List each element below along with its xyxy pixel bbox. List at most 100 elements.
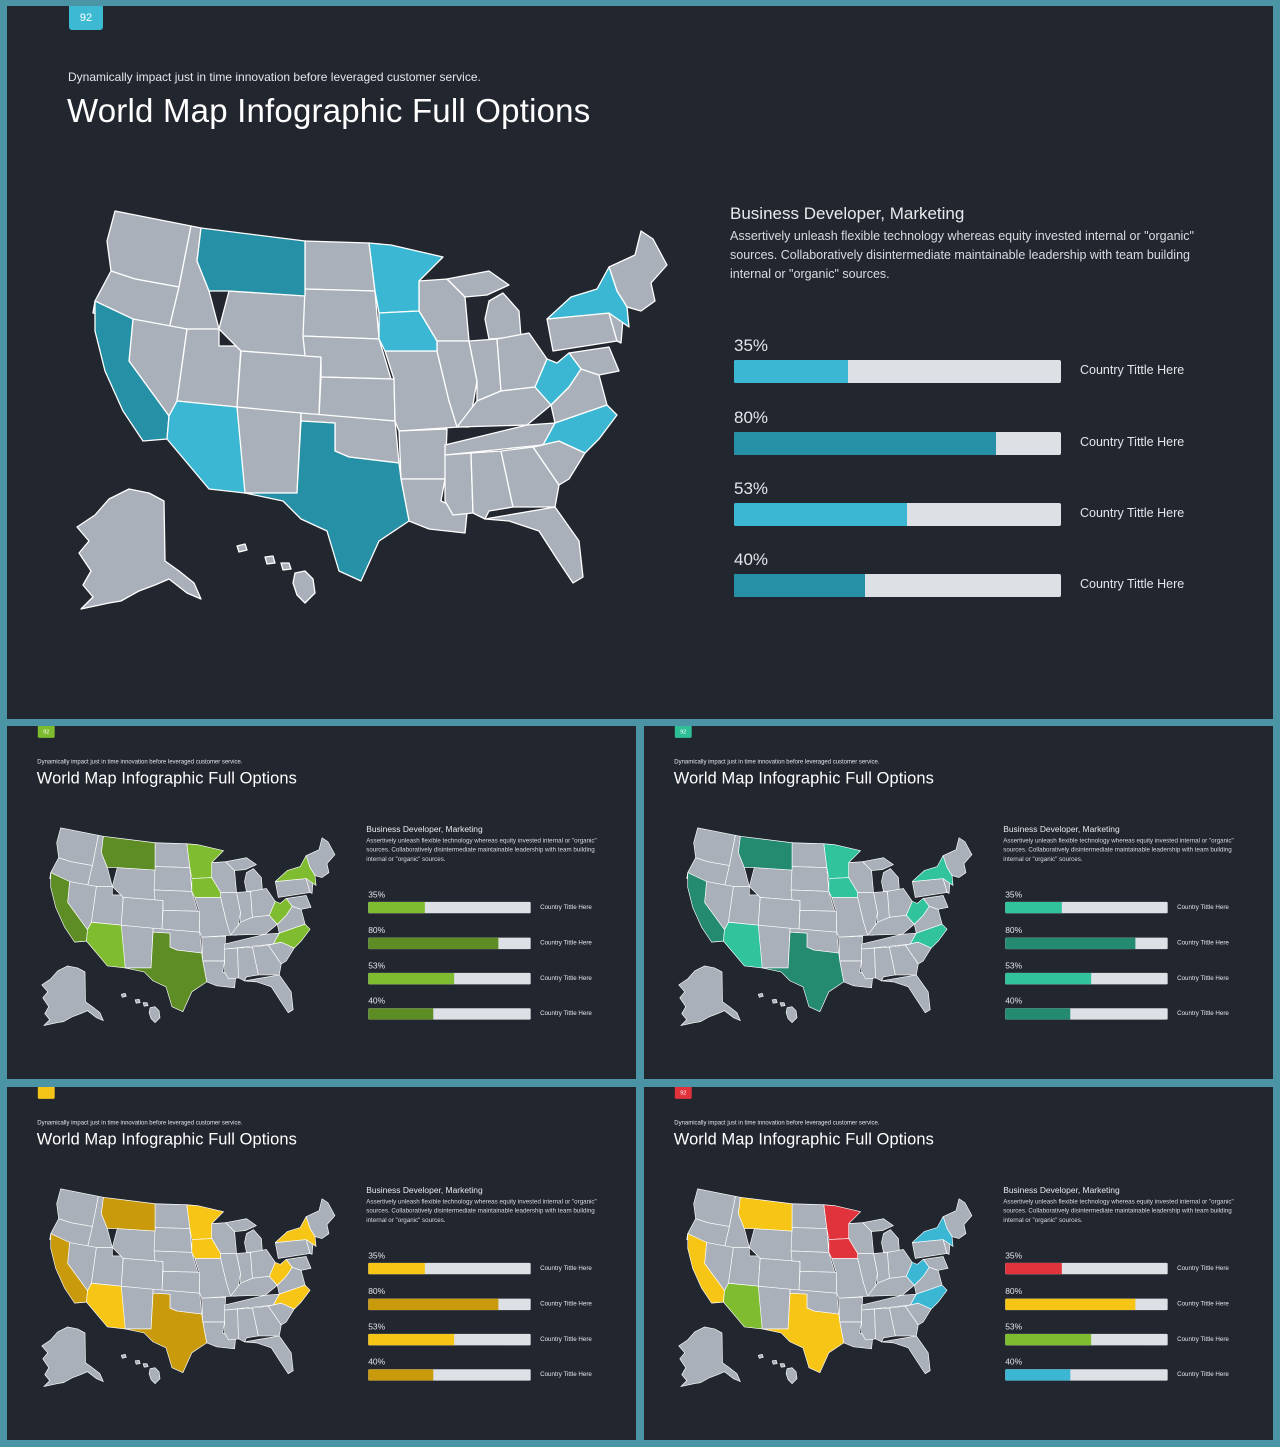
map-state-pennsylvania [911, 878, 948, 898]
map-state-texas [761, 1292, 845, 1374]
stat-row: 80% Country Tittle Here [368, 1287, 606, 1317]
stat-row: 80% Country Tittle Here [1005, 1287, 1243, 1317]
progress-track [368, 1262, 531, 1275]
slide-thumb-teal[interactable]: 92 Dynamically impact just in time innov… [644, 726, 1273, 1079]
page-number-badge: 92 [69, 6, 103, 30]
map-state-california [50, 872, 88, 943]
map-state-hawaii [120, 992, 161, 1023]
map-state-texas [124, 931, 208, 1013]
page-number-badge: 92 [37, 726, 55, 738]
progress-fill [368, 1008, 434, 1020]
map-state-new-mexico [120, 1285, 154, 1330]
usa-map [675, 823, 973, 1027]
map-state-alaska [678, 1326, 741, 1387]
map-state-kansas [318, 376, 396, 422]
map-state-north-dakota [154, 842, 191, 868]
map-state-mississippi [861, 947, 876, 980]
slide-main[interactable]: 92 Dynamically impact just in time innov… [7, 6, 1273, 719]
stat-row: 53% Country Tittle Here [734, 479, 1214, 539]
slide-content: Dynamically impact just in time innovati… [7, 1087, 636, 1440]
page-number-badge [37, 1087, 55, 1099]
info-heading: Business Developer, Marketing [366, 1185, 483, 1195]
slide-thumb-green[interactable]: 92 Dynamically impact just in time innov… [7, 726, 636, 1079]
stat-percent: 80% [1005, 925, 1023, 936]
map-state-pennsylvania [274, 878, 311, 898]
stat-label: Country Tittle Here [540, 1009, 592, 1017]
map-state-north-dakota [791, 1203, 828, 1229]
progress-track [368, 937, 531, 950]
stat-percent: 35% [734, 336, 769, 355]
stat-percent: 53% [368, 961, 386, 971]
map-state-louisiana [202, 960, 236, 989]
stat-label: Country Tittle Here [540, 939, 592, 947]
slide-subtitle: Dynamically impact just in time innovati… [37, 757, 243, 765]
progress-fill [734, 360, 849, 383]
stat-label: Country Tittle Here [1080, 577, 1185, 591]
progress-track [368, 972, 531, 985]
map-state-florida [244, 974, 294, 1013]
map-state-texas [244, 420, 410, 582]
map-state-new-mexico [236, 406, 302, 494]
stat-percent: 80% [734, 408, 769, 427]
map-state-new-york [911, 1216, 954, 1247]
map-state-arkansas [838, 935, 863, 962]
stat-row: 80% Country Tittle Here [734, 408, 1214, 468]
map-state-iowa [828, 877, 858, 898]
info-heading: Business Developer, Marketing [1003, 1185, 1120, 1195]
stat-row: 53% Country Tittle Here [1005, 961, 1243, 991]
stat-label: Country Tittle Here [540, 1264, 592, 1272]
map-state-florida [881, 974, 931, 1013]
info-body: Assertively unleash flexible technology … [1003, 1197, 1234, 1224]
stat-row: 40% Country Tittle Here [1005, 996, 1243, 1026]
stat-row: 40% Country Tittle Here [368, 996, 606, 1026]
progress-track [734, 503, 1061, 526]
stat-label: Country Tittle Here [540, 974, 592, 982]
stat-percent: 40% [1005, 996, 1023, 1006]
map-state-south-dakota [302, 288, 380, 340]
map-state-kansas [161, 1271, 201, 1294]
page-number-badge: 92 [674, 1087, 692, 1099]
map-state-west-virginia [906, 1259, 930, 1286]
progress-track [1005, 1369, 1168, 1381]
map-state-minnesota [186, 1204, 224, 1240]
map-state-colorado [120, 1258, 164, 1292]
map-state-alaska [41, 965, 104, 1026]
map-state-arizona [86, 921, 126, 969]
map-state-montana [738, 1196, 793, 1232]
progress-fill [1005, 1369, 1071, 1381]
stat-row: 40% Country Tittle Here [368, 1357, 606, 1387]
stat-percent: 40% [1005, 1357, 1023, 1367]
map-state-alaska [41, 1326, 104, 1387]
map-state-florida [484, 506, 584, 584]
slide-title: World Map Infographic Full Options [36, 768, 297, 788]
progress-fill [734, 503, 908, 526]
slide-subtitle: Dynamically impact just in time innovati… [68, 70, 481, 84]
stat-label: Country Tittle Here [1177, 1370, 1229, 1378]
map-state-new-york [274, 855, 317, 886]
info-heading: Business Developer, Marketing [730, 204, 965, 223]
stat-row: 53% Country Tittle Here [1005, 1322, 1243, 1352]
stat-label: Country Tittle Here [540, 903, 592, 911]
progress-fill [368, 901, 426, 914]
map-state-louisiana [839, 1321, 873, 1350]
map-state-california [94, 300, 170, 442]
map-state-west-virginia [534, 352, 582, 406]
map-state-louisiana [400, 478, 468, 534]
map-state-minnesota [368, 242, 444, 314]
stat-row: 80% Country Tittle Here [368, 926, 606, 956]
slide-subtitle: Dynamically impact just in time innovati… [674, 1118, 880, 1126]
progress-track [368, 1008, 531, 1020]
map-state-west-virginia [906, 898, 930, 925]
progress-track [368, 1298, 531, 1311]
map-state-hawaii [236, 543, 316, 604]
map-state-north-dakota [791, 842, 828, 868]
map-state-louisiana [839, 960, 873, 989]
slide-thumb-yellow[interactable]: Dynamically impact just in time innovati… [7, 1087, 636, 1440]
slide-title: World Map Infographic Full Options [36, 1129, 297, 1149]
stat-label: Country Tittle Here [540, 1370, 592, 1378]
slide-thumb-multicolor[interactable]: 92 Dynamically impact just in time innov… [644, 1087, 1273, 1440]
map-state-colorado [757, 1258, 801, 1292]
progress-fill [1005, 1333, 1092, 1346]
map-state-kansas [798, 1271, 838, 1294]
map-state-georgia [500, 446, 560, 508]
